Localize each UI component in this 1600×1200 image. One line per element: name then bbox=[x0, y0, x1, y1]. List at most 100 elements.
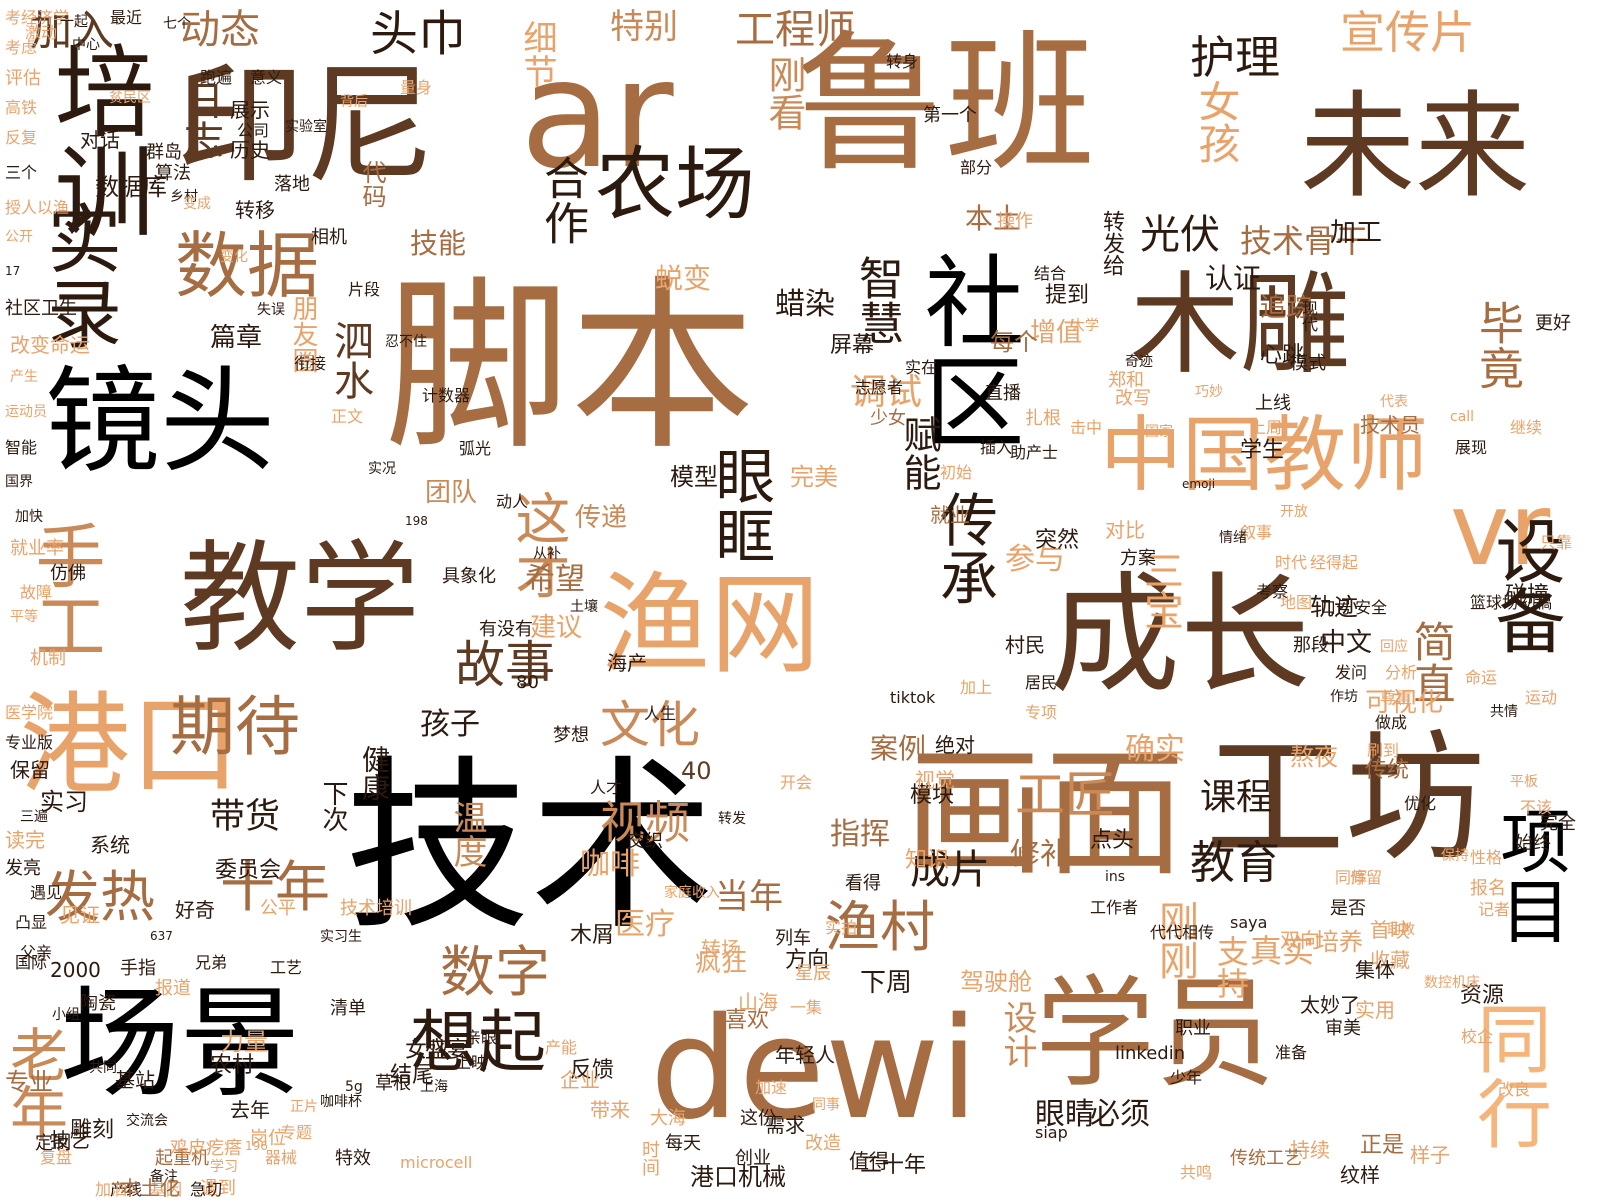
word-130: linkedin bbox=[1115, 1043, 1186, 1064]
word-371: 公司 bbox=[237, 121, 270, 140]
word-0: 技术 bbox=[345, 739, 715, 955]
word-261: 基因 bbox=[150, 1180, 183, 1199]
word-197: 技术员 bbox=[1360, 413, 1420, 437]
word-251: 草根 bbox=[375, 1073, 411, 1094]
word-98: 模型 bbox=[670, 463, 718, 491]
word-252: 5g bbox=[345, 1079, 363, 1095]
word-133: siap bbox=[1035, 1123, 1068, 1142]
word-356: emoji bbox=[1182, 477, 1216, 491]
word-263: 加泗 bbox=[95, 1180, 128, 1199]
word-143: 反馈 bbox=[570, 1058, 615, 1083]
word-151: 器械 bbox=[265, 1148, 298, 1167]
word-359: 那段 bbox=[1293, 635, 1329, 656]
word-208: 每个 bbox=[990, 328, 1038, 356]
word-350: 部分 bbox=[960, 158, 993, 177]
word-117: 医疗 bbox=[615, 907, 675, 942]
word-264: 本土化 bbox=[120, 1176, 180, 1200]
word-176: 运动 bbox=[1525, 688, 1558, 707]
word-292: 故障 bbox=[20, 583, 53, 602]
word-152: microcell bbox=[400, 1153, 473, 1172]
word-339: 梦想 bbox=[553, 725, 589, 746]
word-10: 成长 bbox=[1050, 559, 1311, 711]
word-322: 数控机床 bbox=[1424, 975, 1480, 991]
word-182: 碰撞 bbox=[1505, 583, 1550, 608]
word-284: 三遍 bbox=[20, 809, 48, 825]
word-229: tiktok bbox=[890, 688, 936, 707]
word-308: 评估 bbox=[5, 68, 41, 89]
word-55: 刚看 bbox=[762, 55, 806, 131]
word-333: 正文 bbox=[331, 407, 364, 426]
word-17: 港口 bbox=[20, 681, 240, 809]
word-223: 方案 bbox=[1120, 548, 1156, 569]
word-61: 简直 bbox=[1407, 620, 1456, 704]
word-60: 调试 bbox=[850, 372, 923, 413]
word-65: 带货 bbox=[210, 797, 281, 837]
word-36: 想起 bbox=[410, 1004, 547, 1083]
word-210: 转发给 bbox=[1099, 210, 1124, 276]
word-218: 少女 bbox=[870, 408, 906, 429]
word-138: 纹样 bbox=[1340, 1163, 1380, 1187]
word-94: 心跳 bbox=[1260, 343, 1305, 368]
word-148: 雕刻 bbox=[70, 1118, 115, 1143]
word-155: 需求 bbox=[765, 1113, 805, 1137]
word-363: 保持 bbox=[1441, 848, 1469, 864]
word-174: 不该 bbox=[1520, 798, 1553, 817]
word-127: 实用 bbox=[1355, 998, 1395, 1022]
word-231: 视觉 bbox=[915, 768, 955, 792]
word-81: 展示 bbox=[230, 98, 270, 122]
word-209: 提到 bbox=[1045, 283, 1090, 308]
word-95: 屏幕 bbox=[830, 333, 875, 358]
word-203: 更好 bbox=[1535, 313, 1571, 334]
word-7: 社区 bbox=[907, 250, 1024, 450]
word-150: 特效 bbox=[335, 1148, 371, 1169]
word-66: 委员会 bbox=[215, 858, 282, 883]
word-235: 点头 bbox=[1090, 828, 1135, 853]
word-177: 共情 bbox=[1490, 704, 1518, 720]
word-192: 经得起 bbox=[1310, 553, 1359, 572]
word-106: 可视化 bbox=[1365, 688, 1444, 718]
word-191: 时代 bbox=[1275, 553, 1308, 572]
word-134: 准备 bbox=[1275, 1043, 1308, 1062]
word-83: 代码 bbox=[358, 160, 386, 208]
word-317: 实验室 bbox=[285, 119, 327, 135]
word-70: 支持 bbox=[1212, 935, 1250, 999]
word-12: 渔网 bbox=[600, 561, 820, 689]
word-378: 动人 bbox=[496, 492, 529, 511]
word-181: 命运 bbox=[1465, 668, 1498, 687]
word-21: vr bbox=[1450, 471, 1551, 588]
word-199: 上周 bbox=[1250, 418, 1283, 437]
word-107: 熬夜 bbox=[1290, 743, 1338, 771]
word-369: 七个 bbox=[163, 16, 191, 32]
word-201: 继续 bbox=[1510, 418, 1543, 437]
word-382: 人生 bbox=[644, 704, 677, 723]
word-62: 毕竟 bbox=[1471, 300, 1524, 390]
word-91: 篇章 bbox=[210, 323, 263, 353]
word-101: 建议 bbox=[530, 613, 583, 643]
word-279: 凸显 bbox=[15, 913, 48, 932]
word-22: 设备 bbox=[1484, 515, 1566, 655]
word-8: 画面 bbox=[905, 733, 1186, 896]
word-96: 团队 bbox=[425, 478, 478, 508]
word-337: 有没有 bbox=[479, 619, 533, 640]
word-147: 岗位 bbox=[250, 1128, 286, 1149]
word-287: 保留 bbox=[10, 758, 50, 782]
word-175: 平板 bbox=[1510, 774, 1538, 790]
word-171: 性格 bbox=[1470, 848, 1503, 867]
word-97: 传递 bbox=[575, 503, 628, 533]
word-302: 17 bbox=[5, 264, 21, 278]
word-168: 是否 bbox=[1330, 898, 1366, 919]
word-216: 实在 bbox=[905, 358, 938, 377]
word-299: 产生 bbox=[10, 369, 38, 385]
word-153: 时间 bbox=[639, 1140, 660, 1176]
word-265: 急切 bbox=[190, 1180, 223, 1199]
word-298: 运动员 bbox=[5, 404, 47, 420]
word-137: 持续 bbox=[1290, 1138, 1330, 1162]
word-315: 算法 bbox=[155, 163, 191, 184]
word-266: 清单 bbox=[330, 998, 366, 1019]
word-222: 对比 bbox=[1105, 518, 1145, 542]
word-190: 地图 bbox=[1280, 593, 1313, 612]
word-144: 农村 bbox=[210, 1053, 255, 1078]
word-329: 变成 bbox=[183, 196, 211, 212]
word-18: 农场 bbox=[595, 138, 755, 231]
word-71: 眼睛 bbox=[1035, 1097, 1095, 1132]
